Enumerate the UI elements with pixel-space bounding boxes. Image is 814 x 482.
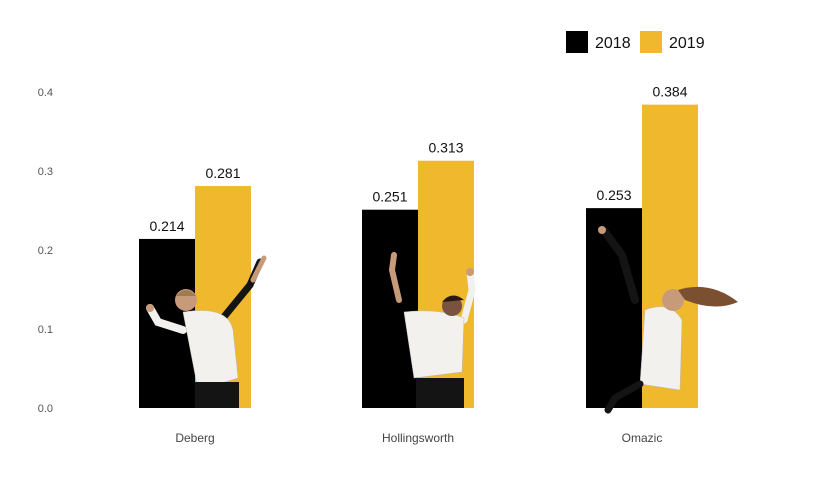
y-tick-label: 0.3 <box>38 166 53 178</box>
x-tick-label: Deberg <box>175 431 214 445</box>
volleyball-player-icon <box>146 255 267 408</box>
legend-label: 2019 <box>669 35 705 52</box>
bar-2018-hollingsworth <box>362 209 418 408</box>
y-tick-label: 0.2 <box>38 245 53 257</box>
y-tick-label: 0.1 <box>38 324 53 336</box>
value-label: 0.281 <box>205 165 240 181</box>
x-axis-labels: Deberg Hollingsworth Omazic <box>175 431 662 445</box>
y-axis-ticks: 0.0 0.1 0.2 0.3 0.4 <box>38 87 53 415</box>
volleyball-player-icon <box>598 226 738 414</box>
value-label: 0.251 <box>372 189 407 205</box>
x-tick-label: Omazic <box>622 431 663 445</box>
y-tick-label: 0.0 <box>38 403 53 415</box>
value-label: 0.214 <box>149 218 184 234</box>
x-tick-label: Hollingsworth <box>382 431 454 445</box>
legend-label: 2018 <box>595 35 631 52</box>
legend: 2018 2019 <box>566 31 705 53</box>
y-tick-label: 0.4 <box>38 87 53 99</box>
volleyball-player-icon <box>388 252 476 408</box>
value-label: 0.253 <box>596 187 631 203</box>
value-labels: 0.214 0.251 0.253 0.281 0.313 0.384 <box>149 84 687 234</box>
value-label: 0.384 <box>652 84 687 100</box>
player-photos <box>146 226 738 414</box>
value-label: 0.313 <box>428 140 463 156</box>
legend-swatch-2018 <box>566 31 588 53</box>
legend-swatch-2019 <box>640 31 662 53</box>
